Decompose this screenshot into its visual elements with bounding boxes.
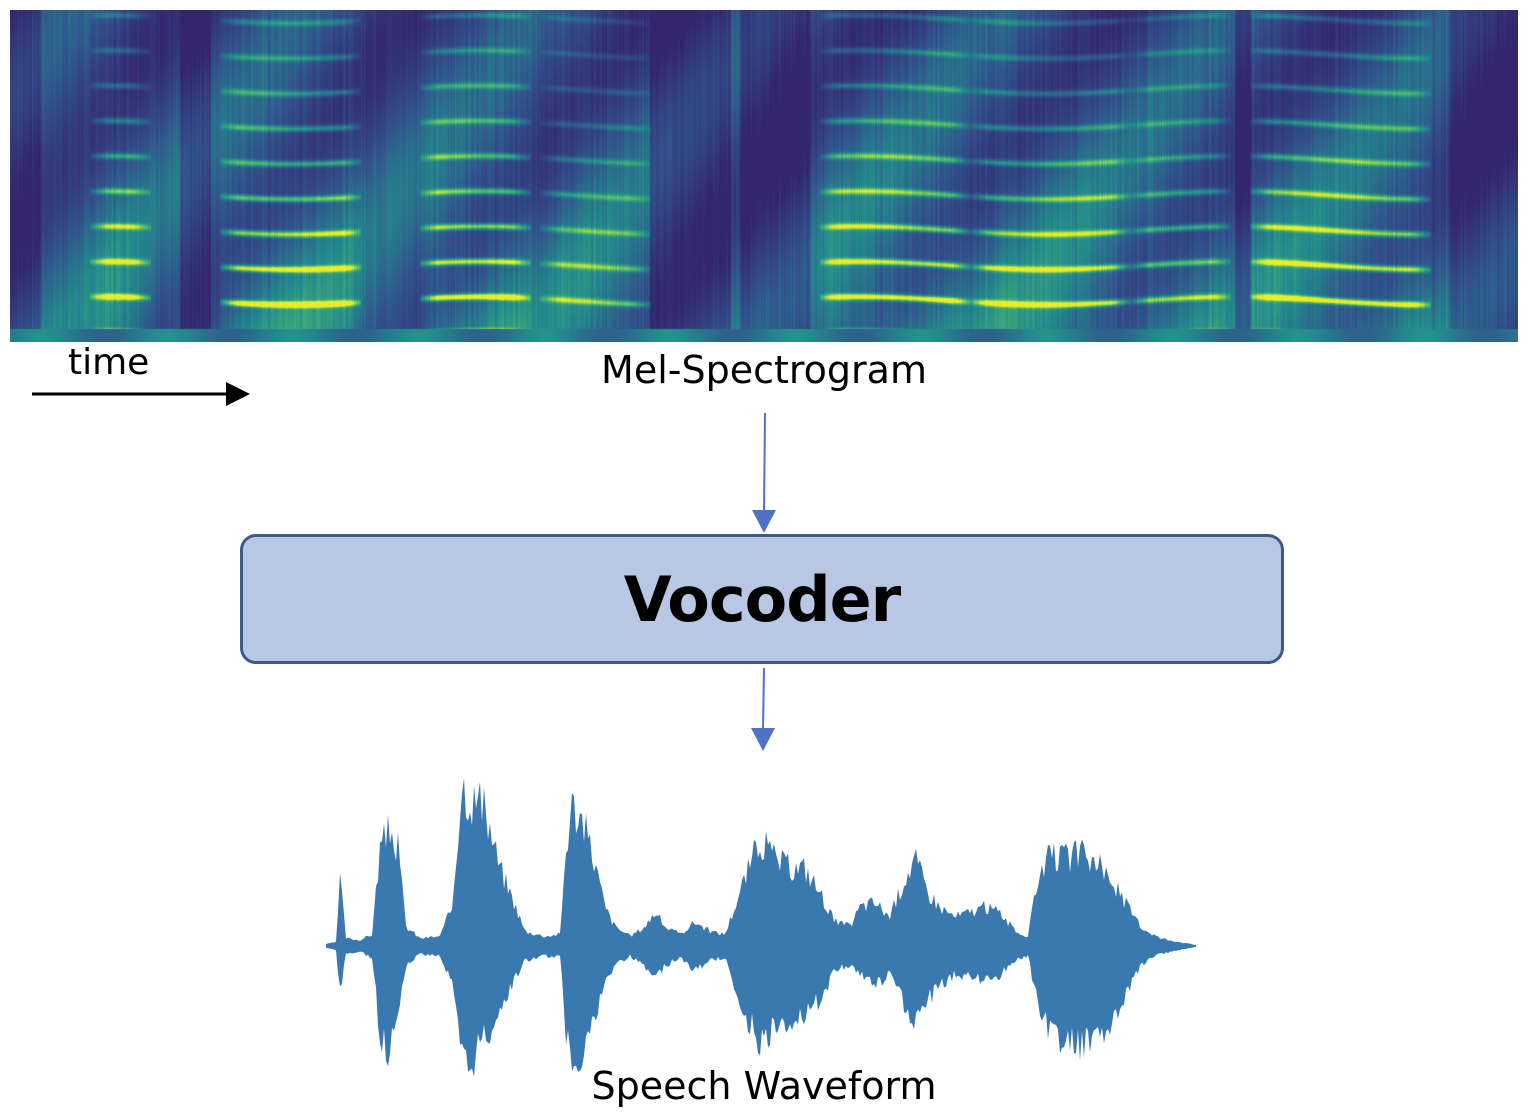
vocoder-label: Vocoder	[623, 562, 902, 636]
speech-waveform-shape	[326, 778, 1196, 1077]
speech-waveform	[326, 778, 1196, 1077]
arrow-spectrogram-to-vocoder	[752, 412, 776, 533]
time-axis-label: time	[68, 342, 150, 383]
mel-spectrogram-label: Mel-Spectrogram	[601, 348, 927, 392]
vocoder-block: Vocoder	[240, 534, 1284, 664]
mel-spectrogram-image	[10, 10, 1518, 342]
arrow-vocoder-to-waveform	[751, 667, 775, 751]
speech-waveform-label: Speech Waveform	[591, 1064, 937, 1108]
